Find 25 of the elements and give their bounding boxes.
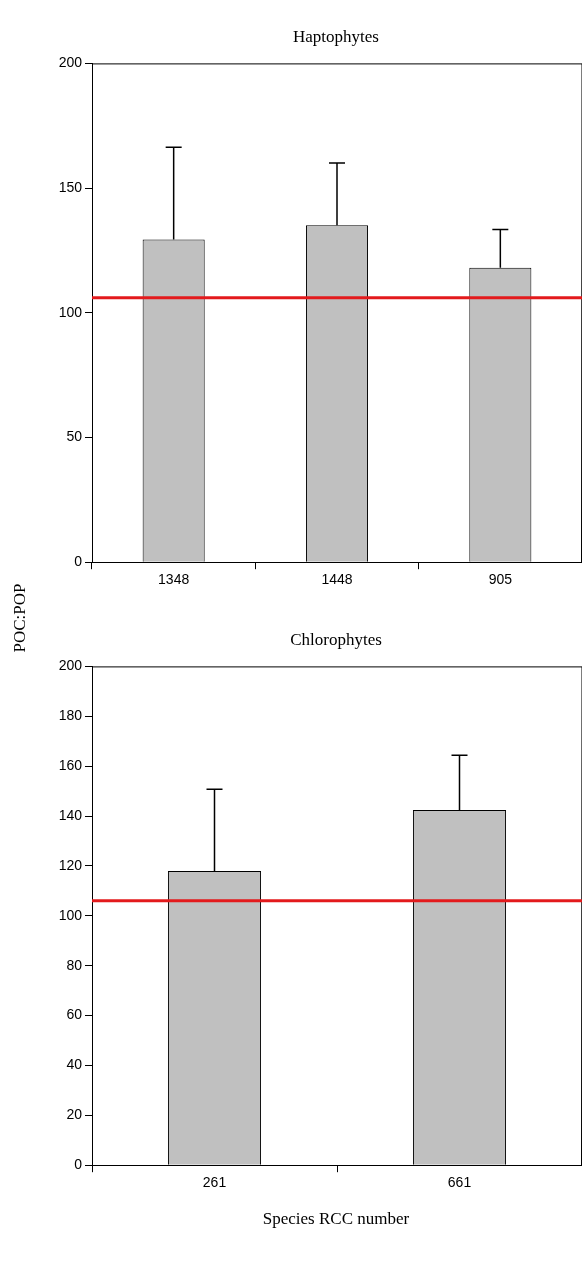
y-tick-label: 180 <box>58 707 83 724</box>
y-tick-label: 0 <box>74 553 83 570</box>
y-tick-label: 100 <box>58 303 83 320</box>
y-tick-label: 40 <box>66 1056 83 1073</box>
x-axis-title: Species RCC number <box>261 1209 411 1229</box>
y-tick-label: 140 <box>58 806 83 823</box>
chart-title: Haptophytes <box>292 26 380 48</box>
x-tick-label: 1448 <box>321 571 353 588</box>
y-tick-label: 60 <box>66 1006 83 1023</box>
y-tick-label: 200 <box>58 54 83 71</box>
y-tick-label: 80 <box>66 956 83 973</box>
x-tick-label: 1348 <box>158 571 190 588</box>
y-tick-label: 0 <box>74 1156 83 1173</box>
y-tick-label: 160 <box>58 757 83 774</box>
y-tick-label: 200 <box>58 657 83 674</box>
y-tick-label: 100 <box>58 906 83 923</box>
chart-title: Chlorophytes <box>289 629 383 651</box>
y-tick-label: 50 <box>66 428 83 445</box>
x-tick-label: 261 <box>202 1174 227 1191</box>
x-tick-label: 661 <box>447 1174 472 1191</box>
y-tick-label: 20 <box>66 1106 83 1123</box>
x-tick-label: 905 <box>488 571 513 588</box>
y-tick-label: 120 <box>58 856 83 873</box>
y-tick-label: 150 <box>58 178 83 195</box>
y-axis-title: POC:POP <box>10 582 30 655</box>
